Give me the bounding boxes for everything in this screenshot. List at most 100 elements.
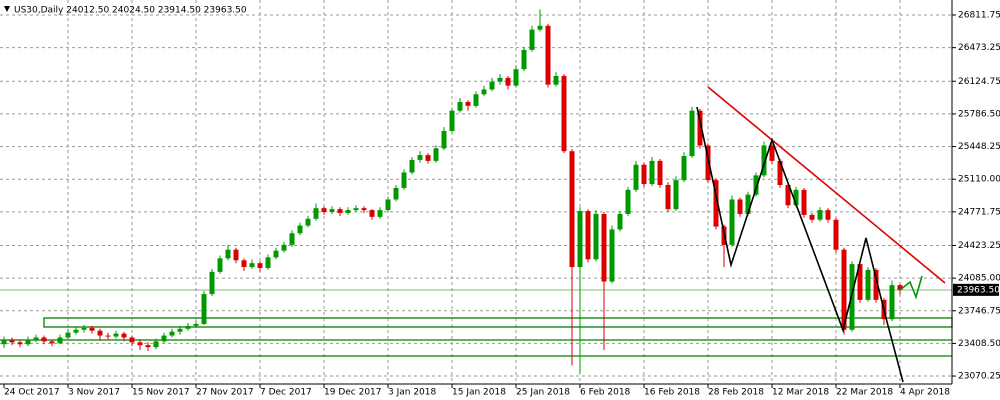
candle-body <box>473 94 479 106</box>
candle-body <box>497 77 503 82</box>
candle-body <box>297 225 303 234</box>
candles <box>1 9 903 374</box>
candle-body <box>369 210 375 217</box>
candle-body <box>857 264 863 300</box>
price-label: 23963.50 <box>957 285 1000 295</box>
candle-body <box>561 75 567 152</box>
candle-body <box>377 210 383 217</box>
candle-body <box>41 337 47 342</box>
candle-body <box>649 160 655 185</box>
x-tick-label: 19 Dec 2017 <box>324 388 382 398</box>
candle-body <box>273 250 279 258</box>
candle-body <box>817 210 823 220</box>
candle-body <box>1 340 7 345</box>
candle-body <box>81 327 87 330</box>
drawings <box>696 86 946 383</box>
candle-body <box>337 209 343 213</box>
x-tick-label: 15 Nov 2017 <box>132 388 190 398</box>
candle-body <box>785 185 791 206</box>
candle-body <box>553 75 559 85</box>
candle-body <box>425 155 431 161</box>
y-tick-label: 25110.00 <box>958 175 1000 185</box>
candle-body <box>433 148 439 161</box>
candle-body <box>865 269 871 300</box>
candle-body <box>65 332 71 338</box>
candle-body <box>825 210 831 220</box>
x-tick-label: 4 Apr 2018 <box>900 388 950 398</box>
candle-body <box>729 199 735 245</box>
candle-body <box>217 258 223 272</box>
candle-body <box>665 185 671 210</box>
candle-body <box>57 337 63 344</box>
candle-body <box>745 194 751 214</box>
zigzag-line <box>696 106 904 383</box>
candle-body <box>289 233 295 245</box>
candle-body <box>313 208 319 219</box>
y-tick-label: 24423.25 <box>958 241 1000 251</box>
candle-body <box>545 25 551 85</box>
candle-body <box>169 331 175 336</box>
candle-body <box>841 249 847 330</box>
candle-body <box>737 199 743 214</box>
y-tick-label: 25448.25 <box>958 142 1000 152</box>
y-tick-label: 26473.25 <box>958 43 1000 53</box>
x-tick-label: 12 Mar 2018 <box>772 388 829 398</box>
candle-body <box>441 130 447 149</box>
candle-body <box>569 151 575 268</box>
x-tick-label: 28 Feb 2018 <box>708 388 764 398</box>
candle-body <box>761 145 767 176</box>
x-tick-label: 3 Nov 2017 <box>68 388 120 398</box>
candle-body <box>209 271 215 295</box>
candle-body <box>673 180 679 210</box>
candle-body <box>177 328 183 332</box>
x-tick-label: 24 Oct 2017 <box>4 388 60 398</box>
y-tick-label: 25786.50 <box>958 109 1000 119</box>
candle-body <box>401 172 407 188</box>
candle-body <box>449 110 455 131</box>
x-tick-label: 7 Dec 2017 <box>260 388 312 398</box>
candle-body <box>601 213 607 282</box>
candle-body <box>465 102 471 106</box>
candle-body <box>185 325 191 329</box>
candle-body <box>233 249 239 261</box>
x-tick-label: 6 Feb 2018 <box>580 388 631 398</box>
y-tick-label: 24085.00 <box>958 274 1000 284</box>
candle-body <box>777 160 783 186</box>
candle-body <box>113 333 119 337</box>
candle-body <box>457 102 463 111</box>
candle-body <box>489 81 495 90</box>
candle-body <box>353 208 359 211</box>
candle-body <box>505 77 511 86</box>
candle-body <box>833 219 839 250</box>
candle-body <box>617 213 623 230</box>
candle-body <box>689 110 695 157</box>
candle-body <box>129 337 135 343</box>
candle-body <box>681 156 687 181</box>
candle-body <box>193 323 199 326</box>
candle-body <box>769 145 775 161</box>
candle-body <box>705 145 711 181</box>
candle-body <box>9 340 15 343</box>
candle-body <box>321 208 327 213</box>
candle-body <box>897 285 903 290</box>
candle-body <box>225 249 231 259</box>
trend-line <box>707 86 946 284</box>
candle-body <box>329 209 335 213</box>
x-tick-label: 15 Jan 2018 <box>452 388 506 398</box>
candle-body <box>521 49 527 70</box>
candle-body <box>385 199 391 211</box>
y-tick-label: 23408.50 <box>958 339 1000 349</box>
candle-body <box>585 211 591 260</box>
candle-body <box>17 342 23 345</box>
candle-body <box>145 345 151 348</box>
candle-body <box>657 160 663 186</box>
candle-body <box>345 210 351 213</box>
candle-body <box>393 187 399 200</box>
candle-body <box>249 263 255 268</box>
candle-body <box>577 211 583 268</box>
candle-body <box>697 110 703 146</box>
x-tick-label: 16 Feb 2018 <box>644 388 700 398</box>
candle-body <box>641 164 647 185</box>
